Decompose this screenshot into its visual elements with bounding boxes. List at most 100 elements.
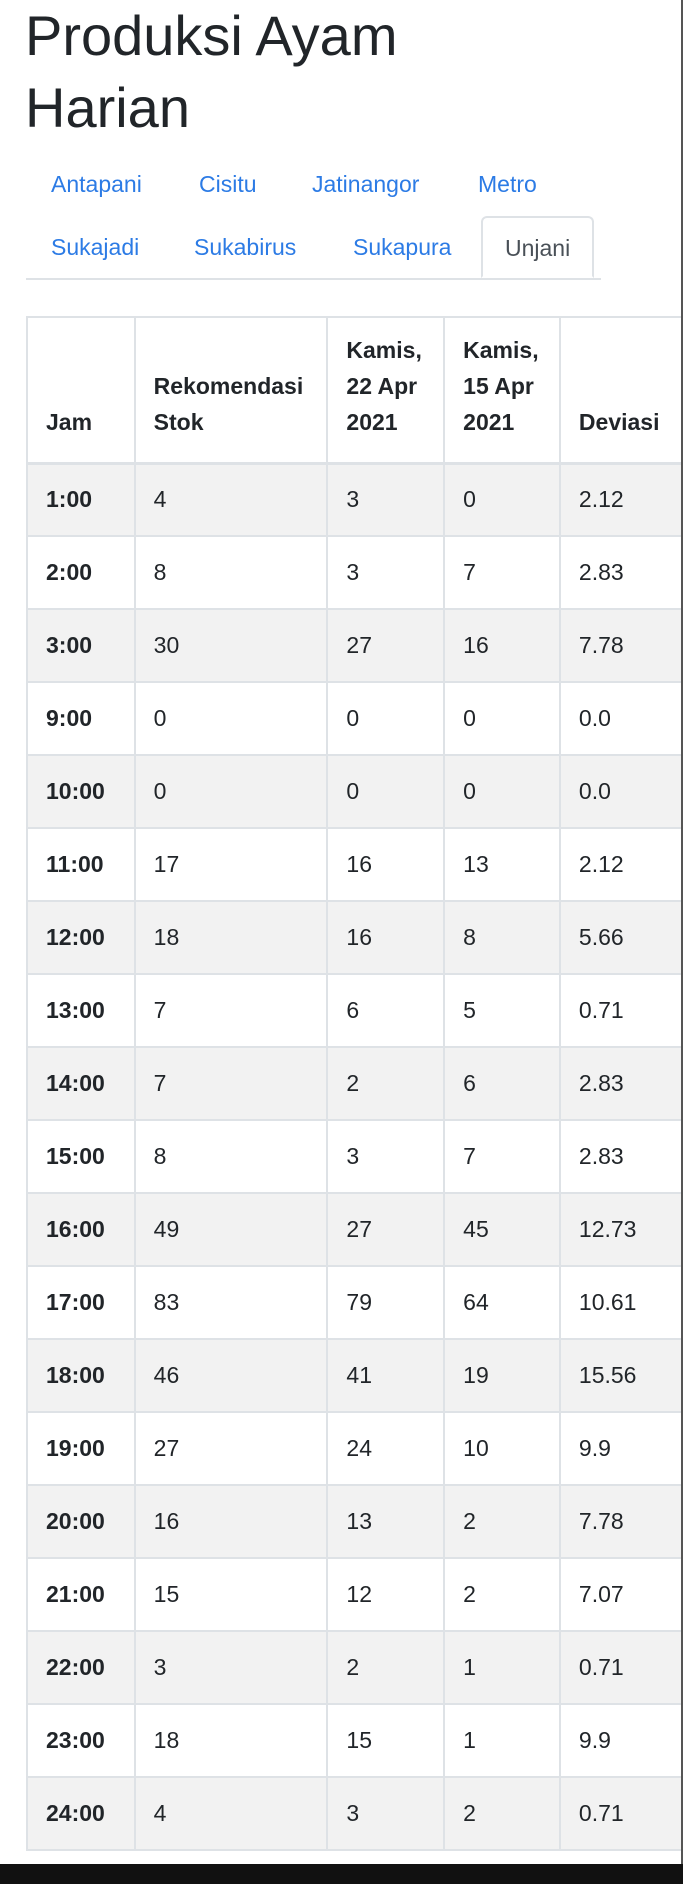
cell-deviasi: 0.0 [558, 754, 681, 829]
table-row: 23:00 18 15 1 9.9 [26, 1703, 681, 1778]
cell-date-1: 3 [326, 535, 446, 610]
cell-rekomendasi-stok: 4 [133, 1776, 329, 1851]
header-date-1-line-1: Kamis, [346, 336, 422, 363]
page-title-line-1: Produksi Ayam [25, 4, 398, 67]
table-row: 15:00 8 3 7 2.83 [26, 1119, 681, 1194]
cell-jam: 18:00 [26, 1338, 136, 1413]
table-row: 24:00 4 3 2 0.71 [26, 1776, 681, 1851]
header-date-2-line-2: 15 Apr [463, 372, 534, 399]
cell-jam: 24:00 [26, 1776, 136, 1851]
header-deviasi-label: Deviasi [578, 408, 660, 435]
cell-jam: 2:00 [26, 535, 136, 610]
header-date-1-line-3: 2021 [346, 408, 398, 435]
cell-date-2: 7 [443, 1119, 561, 1194]
header-rekomendasi-line-2: Stok [153, 408, 204, 435]
header-date-1-line-2: 22 Apr [346, 372, 418, 399]
header-jam-label: Jam [46, 408, 93, 435]
cell-rekomendasi-stok: 4 [133, 462, 329, 537]
cell-date-2: 45 [443, 1192, 561, 1267]
cell-deviasi: 9.9 [558, 1703, 681, 1778]
header-date-2-line-1: Kamis, [463, 336, 539, 363]
cell-date-1: 24 [326, 1411, 446, 1486]
table-row: 17:00 83 79 64 10.61 [26, 1265, 681, 1340]
cell-date-2: 8 [443, 900, 561, 975]
cell-deviasi: 5.66 [558, 900, 681, 975]
cell-date-2: 2 [443, 1776, 561, 1851]
cell-date-1: 3 [326, 1119, 446, 1194]
cell-date-1: 15 [326, 1703, 446, 1778]
table-row: 13:00 7 6 5 0.71 [26, 973, 681, 1048]
cell-rekomendasi-stok: 0 [133, 754, 329, 829]
cell-date-1: 41 [326, 1338, 446, 1413]
cell-date-1: 13 [326, 1484, 446, 1559]
tab-antapani[interactable]: Antapani [51, 171, 142, 197]
cell-date-1: 2 [326, 1630, 446, 1705]
cell-jam: 9:00 [26, 681, 136, 756]
table-row: 21:00 15 12 2 7.07 [26, 1557, 681, 1632]
tab-unjani[interactable]: Unjani [481, 216, 595, 278]
cell-date-1: 0 [326, 681, 446, 756]
table-header-row: Jam Rekomendasi Stok Kamis, 22 Apr 2021 Kam… [26, 316, 681, 465]
cell-date-1: 0 [326, 754, 446, 829]
cell-deviasi: 0.71 [558, 973, 681, 1048]
cell-rekomendasi-stok: 17 [133, 827, 329, 902]
cell-date-1: 16 [326, 900, 446, 975]
cell-deviasi: 15.56 [558, 1338, 681, 1413]
table-row: 2:00 8 3 7 2.83 [26, 535, 681, 610]
cell-rekomendasi-stok: 49 [133, 1192, 329, 1267]
cell-rekomendasi-stok: 18 [133, 1703, 329, 1778]
cell-jam: 21:00 [26, 1557, 136, 1632]
cell-date-1: 16 [326, 827, 446, 902]
cell-jam: 16:00 [26, 1192, 136, 1267]
header-rekomendasi-line-1: Rekomendasi [153, 372, 304, 399]
table-row: 11:00 17 16 13 2.12 [26, 827, 681, 902]
table-row: 3:00 30 27 16 7.78 [26, 608, 681, 683]
cell-deviasi: 2.12 [558, 462, 681, 537]
tab-cisitu[interactable]: Cisitu [199, 171, 257, 197]
cell-rekomendasi-stok: 8 [133, 1119, 329, 1194]
cell-rekomendasi-stok: 27 [133, 1411, 329, 1486]
cell-jam: 23:00 [26, 1703, 136, 1778]
cell-date-1: 27 [326, 608, 446, 683]
tab-sukajadi[interactable]: Sukajadi [51, 234, 140, 260]
cell-jam: 22:00 [26, 1630, 136, 1705]
cell-jam: 15:00 [26, 1119, 136, 1194]
cell-jam: 10:00 [26, 754, 136, 829]
table-row: 9:00 0 0 0 0.0 [26, 681, 681, 756]
cell-date-2: 13 [443, 827, 561, 902]
cell-date-2: 0 [443, 681, 561, 756]
cell-jam: 13:00 [26, 973, 136, 1048]
cell-date-2: 7 [443, 535, 561, 610]
cell-deviasi: 12.73 [558, 1192, 681, 1267]
cell-rekomendasi-stok: 15 [133, 1557, 329, 1632]
cell-deviasi: 2.83 [558, 1046, 681, 1121]
cell-jam: 3:00 [26, 608, 136, 683]
cell-deviasi: 7.78 [558, 1484, 681, 1559]
cell-date-1: 3 [326, 1776, 446, 1851]
table-row: 18:00 46 41 19 15.56 [26, 1338, 681, 1413]
page-title-line-2: Harian [25, 76, 190, 139]
table-row: 10:00 0 0 0 0.0 [26, 754, 681, 829]
tab-sukapura[interactable]: Sukapura [353, 234, 452, 260]
tab-sukabirus[interactable]: Sukabirus [194, 234, 297, 260]
cell-rekomendasi-stok: 18 [133, 900, 329, 975]
cell-date-2: 0 [443, 462, 561, 537]
cell-date-2: 0 [443, 754, 561, 829]
cell-deviasi: 10.61 [558, 1265, 681, 1340]
cell-rekomendasi-stok: 16 [133, 1484, 329, 1559]
cell-date-2: 64 [443, 1265, 561, 1340]
cell-date-1: 3 [326, 462, 446, 537]
cell-deviasi: 2.12 [558, 827, 681, 902]
cell-rekomendasi-stok: 7 [133, 1046, 329, 1121]
cell-date-1: 12 [326, 1557, 446, 1632]
tab-metro[interactable]: Metro [478, 171, 537, 197]
table-row: 14:00 7 2 6 2.83 [26, 1046, 681, 1121]
cell-date-1: 2 [326, 1046, 446, 1121]
cell-date-1: 27 [326, 1192, 446, 1267]
tab-jatinangor[interactable]: Jatinangor [312, 171, 420, 197]
cell-jam: 14:00 [26, 1046, 136, 1121]
column-header-jam: Jam [26, 316, 136, 465]
table-row: 19:00 27 24 10 9.9 [26, 1411, 681, 1486]
table-body: 1:00 4 3 0 2.12 2:00 8 3 7 2.83 3:00 30 27 16 7.78 9:00… [26, 462, 681, 1851]
